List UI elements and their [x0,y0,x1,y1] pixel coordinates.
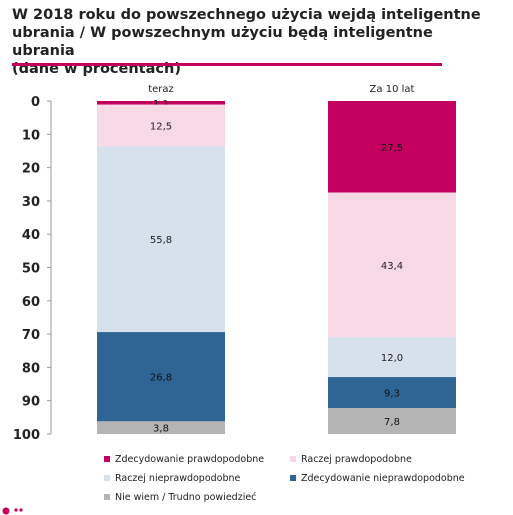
legend-swatch [290,474,296,481]
title-underline [12,63,442,66]
y-tick-label: 70 [22,328,40,343]
data-label: 1,1 [153,99,169,110]
data-label: 9,3 [384,389,400,400]
bar-segment [328,337,456,378]
bar-segment [97,421,225,434]
category-label: Za 10 lat [370,84,415,95]
stacked-bar-chart: 0 10 20 30 40 50 60 70 80 90 100 teraz Za 10 lat 1,1 1… [13,84,456,443]
data-label: 12,0 [381,353,403,364]
chart-title-line-1: W 2018 roku do powszechnego użycia wejdą… [12,7,481,23]
data-label: 27,5 [381,143,403,154]
data-label: 7,8 [384,417,400,428]
data-label: 26,8 [150,373,172,384]
y-tick-label: 60 [22,295,40,310]
legend-swatch [104,493,110,500]
bar-segment [328,101,456,193]
bar-segment [97,146,225,333]
y-tick-label: 90 [22,395,40,410]
legend-item: Raczej prawdopodobne [290,454,412,465]
legend-swatch [104,474,110,481]
bar-segment [328,408,456,434]
bar-segment [97,332,225,422]
data-label: 12,5 [150,121,172,132]
data-label: 43,4 [381,261,403,272]
bar-segment [328,192,456,338]
y-tick-label: 10 [22,128,40,143]
legend-item: Nie wiem / Trudno powiedzieć [104,492,256,503]
category-label: teraz [148,84,174,95]
bar-segment [97,101,225,105]
y-tick-label: 100 [13,428,40,443]
bar-segment [328,377,456,409]
chart-title-line-2: ubrania / W powszechnym użyciu będą inte… [12,25,433,59]
legend-item: Raczej nieprawdopodobne [104,473,240,484]
y-tick-label: 40 [22,228,40,243]
legend-label: Nie wiem / Trudno powiedzieć [115,492,257,503]
legend-swatch [290,455,296,462]
legend-label: Raczej prawdopodobne [301,454,412,465]
y-tick-label: 0 [31,95,40,110]
legend-item: Zdecydowanie prawdopodobne [104,454,264,465]
data-label: 55,8 [150,235,172,246]
y-tick-label: 50 [22,262,40,277]
y-tick-label: 20 [22,162,40,177]
bar-segment [97,104,225,147]
legend-label: Raczej nieprawdopodobne [115,473,241,484]
brand-logo-icon [2,507,23,515]
legend-label: Zdecydowanie nieprawdopodobne [301,473,465,484]
y-tick-label: 80 [22,361,40,376]
legend-label: Zdecydowanie prawdopodobne [115,454,265,465]
data-label: 3,8 [153,424,169,435]
legend-swatch [104,455,110,462]
y-tick-label: 30 [22,195,40,210]
legend-item: Zdecydowanie nieprawdopodobne [290,473,465,484]
